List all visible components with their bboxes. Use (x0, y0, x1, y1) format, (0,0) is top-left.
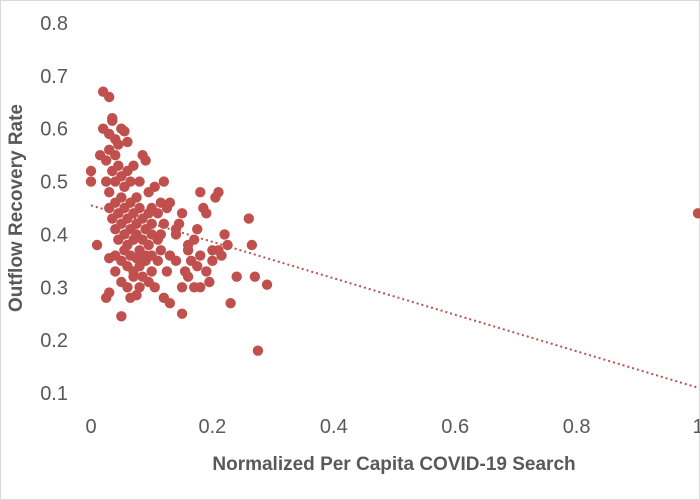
data-point (113, 139, 124, 150)
x-axis-ticks: 0 0.2 0.4 0.6 0.8 1 (85, 416, 700, 438)
data-point (231, 271, 242, 282)
data-point (249, 271, 261, 282)
data-point (116, 192, 127, 203)
y-tick-label: 0.1 (40, 383, 68, 405)
x-tick-label: 0.8 (563, 416, 591, 438)
data-point (155, 229, 167, 240)
data-point (100, 292, 112, 304)
data-point (188, 282, 200, 293)
data-point (192, 260, 203, 272)
data-point (104, 91, 115, 103)
data-point (125, 197, 136, 208)
data-point (143, 239, 154, 251)
data-point (149, 181, 160, 193)
x-tick-label: 0.4 (320, 416, 348, 438)
data-point (125, 176, 136, 187)
data-point (195, 250, 206, 261)
data-point (85, 176, 97, 187)
data-point (182, 245, 194, 256)
data-point (155, 245, 167, 256)
data-point (149, 282, 160, 293)
data-point (128, 271, 139, 282)
data-point (216, 250, 227, 261)
data-point (116, 311, 127, 322)
data-point (100, 176, 112, 187)
data-point (158, 176, 170, 187)
x-tick-label: 0 (85, 416, 96, 438)
data-point (116, 218, 127, 230)
data-point (134, 282, 145, 293)
data-point (192, 223, 203, 235)
y-tick-label: 0.2 (40, 330, 68, 352)
trendline (90, 204, 699, 389)
data-point (104, 186, 115, 198)
data-point (176, 308, 188, 319)
data-point (692, 208, 700, 219)
data-point (164, 197, 176, 208)
data-point (122, 136, 133, 148)
y-tick-label: 0.7 (40, 66, 68, 88)
data-point (252, 345, 264, 356)
data-point (91, 239, 103, 251)
data-point (110, 266, 121, 277)
data-point (113, 160, 124, 171)
data-point (182, 271, 194, 282)
data-point (246, 239, 258, 251)
data-point (261, 279, 273, 290)
data-point (146, 218, 157, 230)
data-points (85, 86, 700, 356)
y-tick-label: 0.3 (40, 277, 68, 299)
y-tick-label: 0.4 (40, 224, 68, 246)
data-point (219, 229, 230, 240)
data-point (207, 255, 218, 267)
data-point (201, 208, 212, 219)
data-point (143, 208, 154, 219)
data-point (131, 253, 142, 264)
y-axis-ticks: 0.1 0.2 0.3 0.4 0.5 0.6 0.7 0.8 (40, 13, 68, 405)
data-point (195, 186, 206, 198)
data-point (140, 155, 151, 166)
data-point (158, 218, 170, 230)
data-point (146, 266, 157, 277)
data-point (122, 282, 133, 293)
data-point (134, 202, 145, 214)
data-point (188, 234, 200, 245)
data-point (170, 223, 182, 235)
data-point (164, 297, 176, 309)
data-point (152, 208, 163, 219)
data-point (100, 155, 112, 166)
data-point (107, 115, 118, 126)
data-point (176, 282, 188, 293)
data-point (161, 266, 173, 277)
y-tick-label: 0.8 (40, 13, 68, 35)
data-point (134, 176, 145, 187)
x-tick-label: 1 (692, 416, 700, 438)
data-point (222, 239, 233, 251)
data-point (225, 297, 236, 309)
data-point (176, 208, 188, 219)
data-point (85, 165, 97, 177)
data-point (170, 255, 182, 267)
data-point (131, 290, 142, 301)
data-point (128, 160, 139, 171)
x-axis-title: Normalized Per Capita COVID-19 Search (212, 454, 575, 475)
data-point (201, 266, 212, 277)
data-point (110, 149, 121, 161)
y-tick-label: 0.6 (40, 119, 68, 141)
data-point (213, 186, 224, 198)
y-tick-label: 0.5 (40, 172, 68, 194)
x-tick-label: 0.2 (198, 416, 226, 438)
data-point (119, 126, 130, 137)
x-tick-label: 0.6 (441, 416, 469, 438)
data-point (243, 213, 255, 224)
data-point (146, 250, 157, 261)
data-point (204, 276, 215, 288)
y-axis-title: Outflow Recovery Rate (6, 104, 27, 312)
